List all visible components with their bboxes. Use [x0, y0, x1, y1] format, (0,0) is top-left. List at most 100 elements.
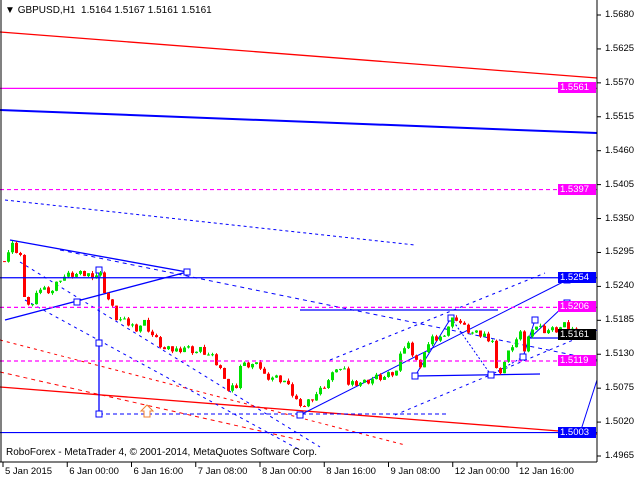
level-price-badge: 1.5119: [558, 355, 596, 367]
anchor-point-handle[interactable]: [531, 316, 539, 324]
candle-body: [215, 354, 218, 366]
candle-body: [59, 280, 62, 282]
candle-body: [347, 368, 350, 385]
candle-body: [55, 281, 58, 291]
candle-body: [487, 333, 490, 342]
trendline[interactable]: [299, 279, 568, 416]
candle-body: [327, 380, 330, 389]
candle-body: [239, 365, 242, 389]
trendline[interactable]: [4, 199, 416, 246]
trendline[interactable]: [414, 373, 541, 377]
candle-body: [519, 331, 522, 340]
collapse-triangle-icon[interactable]: ▼: [5, 5, 18, 16]
level-price-badge: 1.5397: [558, 183, 596, 195]
trendline[interactable]: [0, 31, 598, 79]
candle-body: [71, 272, 74, 277]
anchor-point-handle[interactable]: [95, 266, 103, 274]
candle-body: [63, 276, 66, 281]
price-tick-label: 1.5680: [605, 9, 635, 20]
candle-body: [115, 305, 118, 321]
candle-body: [91, 273, 94, 279]
candle-body: [339, 368, 342, 370]
trendline[interactable]: [450, 317, 492, 376]
candle-body: [131, 324, 134, 326]
candle-body: [7, 252, 10, 262]
candle-body: [3, 261, 6, 263]
time-tick-label: 7 Jan 08:00: [197, 466, 248, 477]
candle-body: [383, 376, 386, 380]
trendline[interactable]: [24, 299, 301, 451]
candle-body: [223, 367, 226, 379]
anchor-point-handle[interactable]: [487, 371, 495, 379]
price-tick-label: 1.5625: [605, 42, 635, 54]
candle-body: [195, 351, 198, 354]
candle-body: [151, 331, 154, 336]
candle-body: [511, 347, 514, 351]
candle-body: [167, 346, 170, 350]
candle-body: [343, 368, 346, 370]
candle-body: [139, 325, 142, 332]
candle-body: [439, 336, 442, 341]
candle-body: [427, 344, 430, 353]
candle-body: [283, 380, 286, 383]
candle-body: [319, 387, 322, 395]
candle-body: [111, 299, 114, 306]
trendline[interactable]: [9, 239, 188, 273]
candle-body: [495, 340, 498, 369]
time-tick-label: 5 Jan 2015: [5, 466, 53, 477]
candle-body: [35, 292, 38, 305]
candle-body: [363, 379, 366, 383]
candle-body: [247, 362, 250, 368]
candle-body: [539, 325, 542, 327]
level-price-badge: 1.5561: [558, 82, 596, 94]
candle-body: [183, 347, 186, 353]
candle-body: [19, 252, 22, 255]
anchor-point-handle[interactable]: [95, 339, 103, 347]
anchor-point-handle[interactable]: [411, 372, 419, 380]
trendline[interactable]: [394, 329, 598, 416]
candle-body: [75, 273, 78, 277]
candle-body: [303, 406, 306, 408]
candle-body: [527, 336, 530, 352]
price-tick-label: 1.5130: [605, 348, 635, 360]
candle-body: [467, 324, 470, 333]
candle-body: [95, 275, 98, 279]
anchor-point-handle[interactable]: [296, 411, 304, 419]
price-tick-label: 1.5405: [605, 178, 635, 190]
time-tick-label: 6 Jan 00:00: [69, 466, 119, 477]
candle-body: [295, 395, 298, 400]
anchor-point-handle[interactable]: [519, 353, 527, 361]
candle-body: [127, 318, 130, 326]
anchor-point-handle[interactable]: [95, 410, 103, 418]
ohlc-values: 1.5164 1.5167 1.5161 1.5161: [81, 5, 212, 16]
candle-body: [191, 346, 194, 354]
level-price-badge: 1.5206: [558, 301, 596, 313]
candle-body: [531, 329, 534, 337]
candle-body: [475, 330, 478, 333]
price-tick-label: 1.5295: [605, 246, 635, 258]
trendline[interactable]: [0, 109, 598, 134]
trendline[interactable]: [0, 371, 301, 441]
trendline[interactable]: [579, 379, 598, 434]
anchor-point-handle[interactable]: [183, 268, 191, 276]
candle-body: [367, 379, 370, 384]
trendline[interactable]: [0, 386, 598, 435]
candle-body: [251, 363, 254, 368]
candle-body: [403, 348, 406, 354]
candle-body: [563, 322, 566, 328]
candle-body: [123, 318, 126, 320]
trendline[interactable]: [59, 249, 598, 361]
trendline[interactable]: [4, 271, 188, 321]
time-tick-label: 6 Jan 16:00: [133, 466, 184, 477]
candle-body: [163, 347, 166, 350]
candle-body: [351, 381, 354, 385]
candle-body: [231, 385, 234, 391]
candle-body: [391, 372, 394, 376]
candle-body: [147, 319, 150, 332]
candle-body: [179, 348, 182, 353]
trendline[interactable]: [19, 261, 321, 448]
candle-body: [479, 330, 482, 337]
candle-body: [419, 359, 422, 368]
anchor-point-handle[interactable]: [73, 298, 81, 306]
